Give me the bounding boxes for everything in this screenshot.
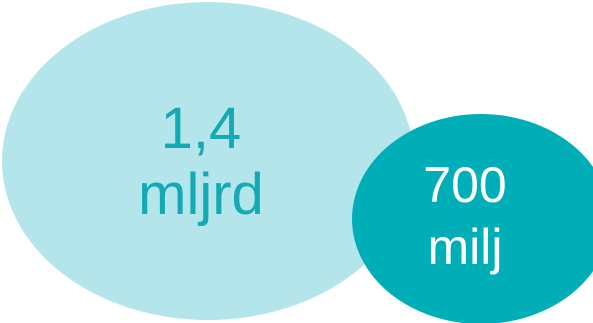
large-bubble: 1,4 mljrd — [2, 2, 414, 320]
large-bubble-label: 1,4 mljrd — [138, 96, 264, 228]
small-bubble: 700 milj — [352, 114, 593, 323]
small-bubble-unit: milj — [427, 219, 503, 275]
large-bubble-value: 1,4 — [160, 96, 242, 161]
small-bubble-label: 700 milj — [423, 154, 506, 278]
small-bubble-value: 700 — [423, 157, 507, 213]
large-bubble-unit: mljrd — [138, 162, 264, 227]
